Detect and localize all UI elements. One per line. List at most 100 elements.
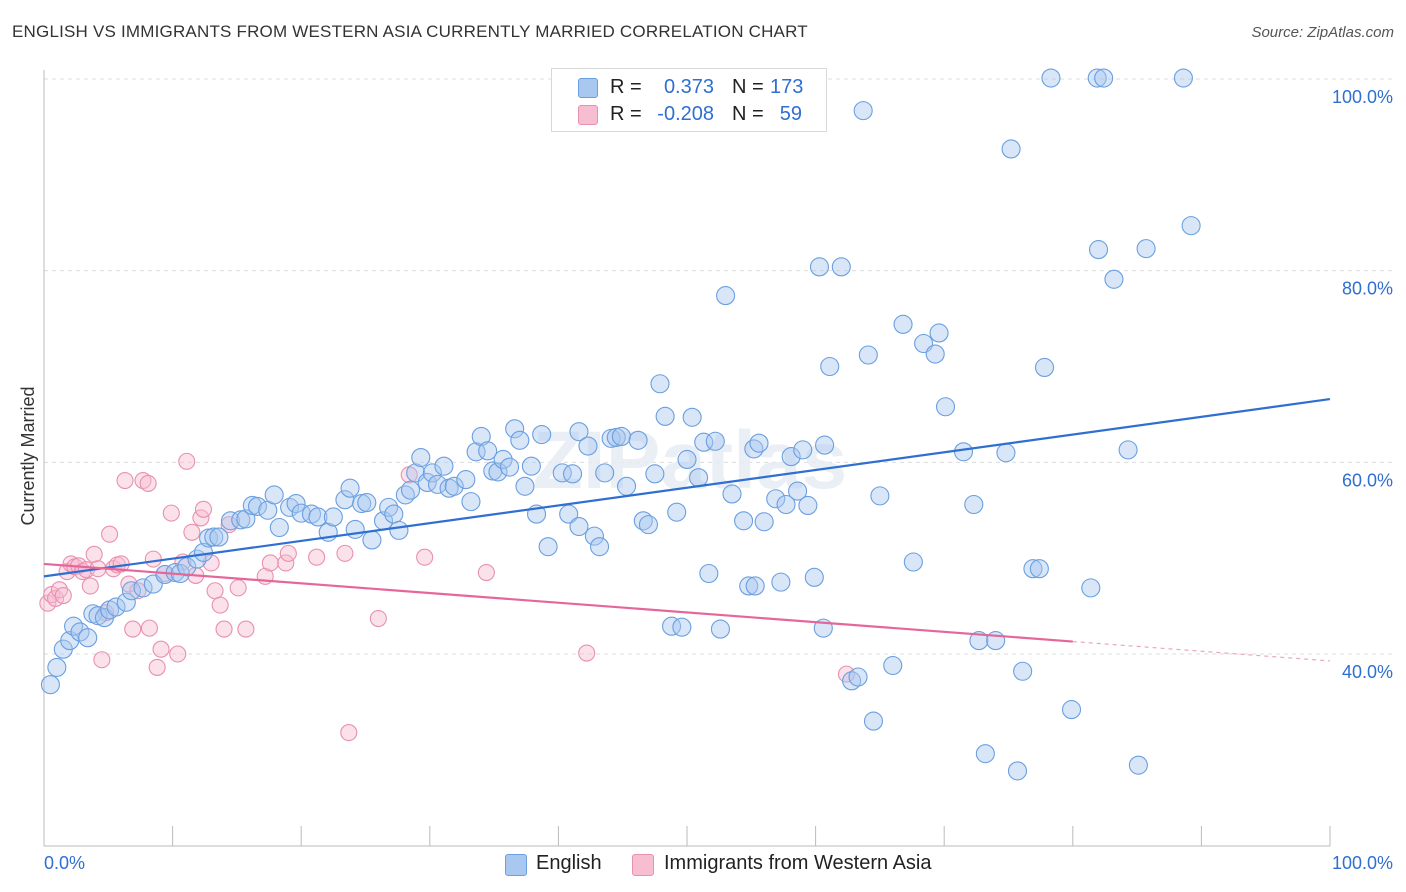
immigrants-point [152,640,170,658]
english-point [672,617,692,637]
english-point [925,344,945,364]
immigrants-point [308,548,326,566]
english-point [935,397,956,417]
immigrants-point [369,609,387,628]
english-point [247,496,268,516]
english-point [532,424,552,445]
immigrants-point [93,651,111,669]
english-point [722,484,742,504]
immigrants-point [215,620,233,638]
immigrants-legend-label: Immigrants from Western Asia [664,852,932,874]
english-point [1034,357,1055,378]
english-point [677,449,697,470]
watermark: ZIPatlas [533,415,847,506]
english-point [1029,559,1049,579]
english-point [858,345,878,365]
axes [43,70,1331,847]
n-label: N = [732,76,764,98]
immigrants-point [169,645,187,663]
english-point [264,485,284,505]
y-tick-label: 80.0% [1342,279,1393,299]
english-point [552,463,572,483]
immigrants-point [85,545,103,563]
english-point [776,494,796,515]
english-point [521,456,541,476]
english-point [1118,440,1138,460]
r-value: 0.373 [663,76,714,98]
english-point [771,572,791,592]
english-point [133,578,153,598]
english-point [461,492,481,512]
legend-row-english: R = 0.373 N = 173 [552,73,826,101]
english-point [667,502,687,522]
immigrants-point [134,471,152,490]
english-point [78,628,98,648]
immigrants-point [139,474,157,492]
english-point [578,436,598,456]
immigrants-point [229,579,247,597]
english-point [427,474,448,494]
english-point [781,447,801,467]
english-point [40,675,60,695]
immigrants-point [194,500,213,518]
immigrants-legend-swatch [632,854,654,876]
english-point [964,494,984,515]
english-point [286,493,306,514]
english-point [345,519,365,539]
immigrants-point [54,586,72,605]
english-swatch [578,78,598,98]
english-point [638,515,658,535]
english-point [798,495,818,516]
english-point [754,512,774,532]
y-tick-label: 100.0% [1332,87,1393,107]
y-tick-label: 60.0% [1342,470,1393,490]
english-trend-line [43,397,1331,578]
english-point [340,478,360,498]
english-legend-swatch [505,854,527,876]
english-legend-label: English [536,852,602,874]
english-point [515,476,535,496]
english-point [745,576,765,596]
english-point [269,517,289,538]
english-point [1023,559,1043,579]
english-point [478,441,498,461]
english-point [400,480,421,500]
english-point [595,463,615,483]
immigrants-trend-line [43,562,1073,643]
immigrants-point [477,563,495,582]
immigrants-point [211,596,229,614]
english-point [308,507,328,527]
english-point [739,576,759,596]
english-point [628,430,648,450]
english-point [204,527,224,547]
immigrants-point [81,577,99,595]
english-point [793,440,813,460]
english-point [617,476,637,496]
immigrants-trend-extension [1072,640,1331,662]
english-point [1088,240,1109,260]
english-point [411,447,431,468]
r-label: R = [610,103,642,125]
english-point [1104,269,1124,289]
english-point [209,527,229,547]
english-point [1087,68,1107,88]
english-point [953,442,974,462]
immigrants-point [279,544,297,562]
stats-legend: R = 0.373 N = 173 R = -0.208 N = 59 [551,68,827,132]
english-point [611,426,631,447]
english-point [70,622,90,642]
english-point [488,462,508,482]
english-point [510,430,530,450]
english-point [569,516,589,537]
source-credit: Source: ZipAtlas.com [1251,24,1394,41]
english-point [1013,661,1033,681]
english-point [116,592,136,612]
english-point [699,563,719,584]
immigrants-point [340,724,358,742]
english-point [650,374,670,394]
immigrants-point [416,548,434,566]
english-point [569,422,589,442]
english-point [505,419,525,439]
gridlines [44,78,1394,655]
english-point [444,476,464,496]
